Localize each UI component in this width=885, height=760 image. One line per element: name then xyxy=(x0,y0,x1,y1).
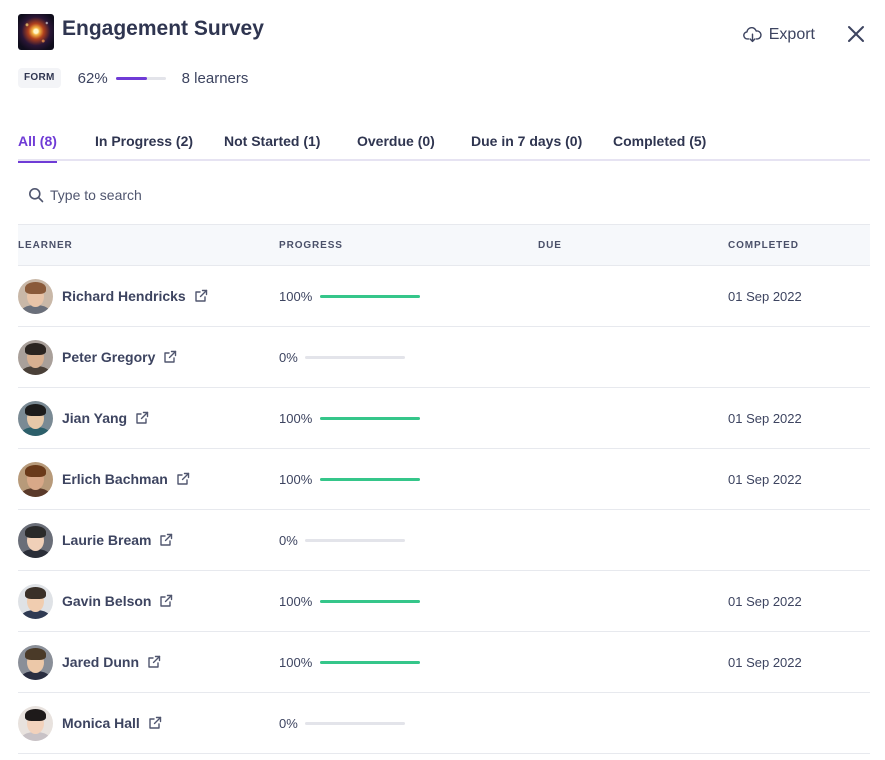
progress-bar-fill xyxy=(320,600,420,603)
completed-date: 01 Sep 2022 xyxy=(728,594,802,609)
learner-name-link[interactable]: Jared Dunn xyxy=(62,654,161,670)
progress-percent: 0% xyxy=(279,533,298,548)
progress-bar xyxy=(305,722,405,725)
column-header-due[interactable]: DUE xyxy=(538,240,562,251)
learner-name: Gavin Belson xyxy=(62,593,152,609)
table-row[interactable]: Laurie Bream 0% xyxy=(18,510,870,571)
table-row[interactable]: Erlich Bachman 100% 01 Sep 2022 xyxy=(18,449,870,510)
page-title: Engagement Survey xyxy=(62,17,264,40)
tab-completed[interactable]: Completed (5) xyxy=(613,133,707,149)
cloud-download-icon xyxy=(742,27,762,43)
column-header-completed[interactable]: COMPLETED xyxy=(728,240,799,251)
external-link-icon[interactable] xyxy=(159,533,173,547)
avatar xyxy=(18,706,53,741)
type-badge: FORM xyxy=(18,68,61,88)
export-button[interactable]: Export xyxy=(742,26,815,44)
progress-bar xyxy=(320,417,420,420)
progress-percent: 100% xyxy=(279,472,313,487)
learner-name: Jared Dunn xyxy=(62,654,140,670)
progress-bar-fill xyxy=(320,478,420,481)
completed-date: 01 Sep 2022 xyxy=(728,289,802,304)
external-link-icon[interactable] xyxy=(194,289,208,303)
tab-not-started[interactable]: Not Started (1) xyxy=(224,133,321,149)
avatar xyxy=(18,523,53,558)
tab-due-in-7-days[interactable]: Due in 7 days (0) xyxy=(471,133,583,149)
tab-overdue[interactable]: Overdue (0) xyxy=(357,133,435,149)
search-input[interactable] xyxy=(50,187,350,203)
learner-name-link[interactable]: Monica Hall xyxy=(62,715,162,731)
table-row[interactable]: Peter Gregory 0% xyxy=(18,327,870,388)
progress-bar-fill xyxy=(320,661,420,664)
avatar xyxy=(18,645,53,680)
avatar xyxy=(18,401,53,436)
progress-bar xyxy=(320,478,420,481)
avatar xyxy=(18,584,53,619)
learner-count: 8 learners xyxy=(181,69,249,87)
progress-bar xyxy=(305,356,405,359)
learner-name: Erlich Bachman xyxy=(62,471,168,487)
overall-progress-text: 62% xyxy=(77,69,108,87)
avatar xyxy=(18,340,53,375)
table-row[interactable]: Jared Dunn 100% 01 Sep 2022 xyxy=(18,632,870,693)
external-link-icon[interactable] xyxy=(147,655,161,669)
completed-date: 01 Sep 2022 xyxy=(728,472,802,487)
table-row[interactable]: Gavin Belson 100% 01 Sep 2022 xyxy=(18,571,870,632)
progress-percent: 100% xyxy=(279,289,313,304)
search-bar xyxy=(18,180,418,210)
survey-header: Engagement Survey Export xyxy=(18,14,867,94)
learner-name: Peter Gregory xyxy=(62,349,156,365)
external-link-icon[interactable] xyxy=(135,411,149,425)
progress-percent: 100% xyxy=(279,655,313,670)
export-label: Export xyxy=(768,26,815,43)
overall-progress-fill xyxy=(115,76,147,80)
close-icon[interactable] xyxy=(845,23,867,45)
learner-name-link[interactable]: Erlich Bachman xyxy=(62,471,190,487)
learner-name-link[interactable]: Laurie Bream xyxy=(62,532,173,548)
table-row[interactable]: Monica Hall 0% xyxy=(18,693,870,754)
external-link-icon[interactable] xyxy=(176,472,190,486)
progress-bar-fill xyxy=(320,417,420,420)
learner-name: Laurie Bream xyxy=(62,532,152,548)
progress-bar xyxy=(305,539,405,542)
learner-name: Jian Yang xyxy=(62,410,128,426)
progress-percent: 0% xyxy=(279,716,298,731)
avatar xyxy=(18,279,53,314)
learner-name-link[interactable]: Jian Yang xyxy=(62,410,149,426)
completed-date: 01 Sep 2022 xyxy=(728,411,802,426)
external-link-icon[interactable] xyxy=(159,594,173,608)
progress-bar xyxy=(320,295,420,298)
survey-thumbnail xyxy=(18,14,54,50)
table-row[interactable]: Jian Yang 100% 01 Sep 2022 xyxy=(18,388,870,449)
learner-table-body: Richard Hendricks 100% 01 Sep 2022 Peter… xyxy=(18,266,870,754)
progress-bar xyxy=(320,600,420,603)
progress-percent: 100% xyxy=(279,594,313,609)
learner-name-link[interactable]: Gavin Belson xyxy=(62,593,173,609)
tab-in-progress[interactable]: In Progress (2) xyxy=(95,133,194,149)
column-header-learner[interactable]: LEARNER xyxy=(18,240,73,251)
learner-name-link[interactable]: Richard Hendricks xyxy=(62,288,208,304)
progress-percent: 0% xyxy=(279,350,298,365)
learner-name-link[interactable]: Peter Gregory xyxy=(62,349,177,365)
tab-all[interactable]: All (8) xyxy=(18,133,57,163)
table-header: LEARNER PROGRESS DUE COMPLETED xyxy=(18,224,870,266)
table-row[interactable]: Richard Hendricks 100% 01 Sep 2022 xyxy=(18,266,870,327)
completed-date: 01 Sep 2022 xyxy=(728,655,802,670)
column-header-progress[interactable]: PROGRESS xyxy=(279,240,343,251)
progress-percent: 100% xyxy=(279,411,313,426)
avatar xyxy=(18,462,53,497)
progress-bar-fill xyxy=(320,295,420,298)
search-icon xyxy=(29,188,44,203)
learner-name: Monica Hall xyxy=(62,715,140,731)
external-link-icon[interactable] xyxy=(148,716,162,730)
learner-name: Richard Hendricks xyxy=(62,288,186,304)
external-link-icon[interactable] xyxy=(163,350,177,364)
progress-bar xyxy=(320,661,420,664)
survey-meta: FORM 62% 8 learners xyxy=(18,67,248,89)
filter-tabs: All (8) In Progress (2) Not Started (1) … xyxy=(18,130,870,163)
overall-progress-bar xyxy=(115,76,166,80)
